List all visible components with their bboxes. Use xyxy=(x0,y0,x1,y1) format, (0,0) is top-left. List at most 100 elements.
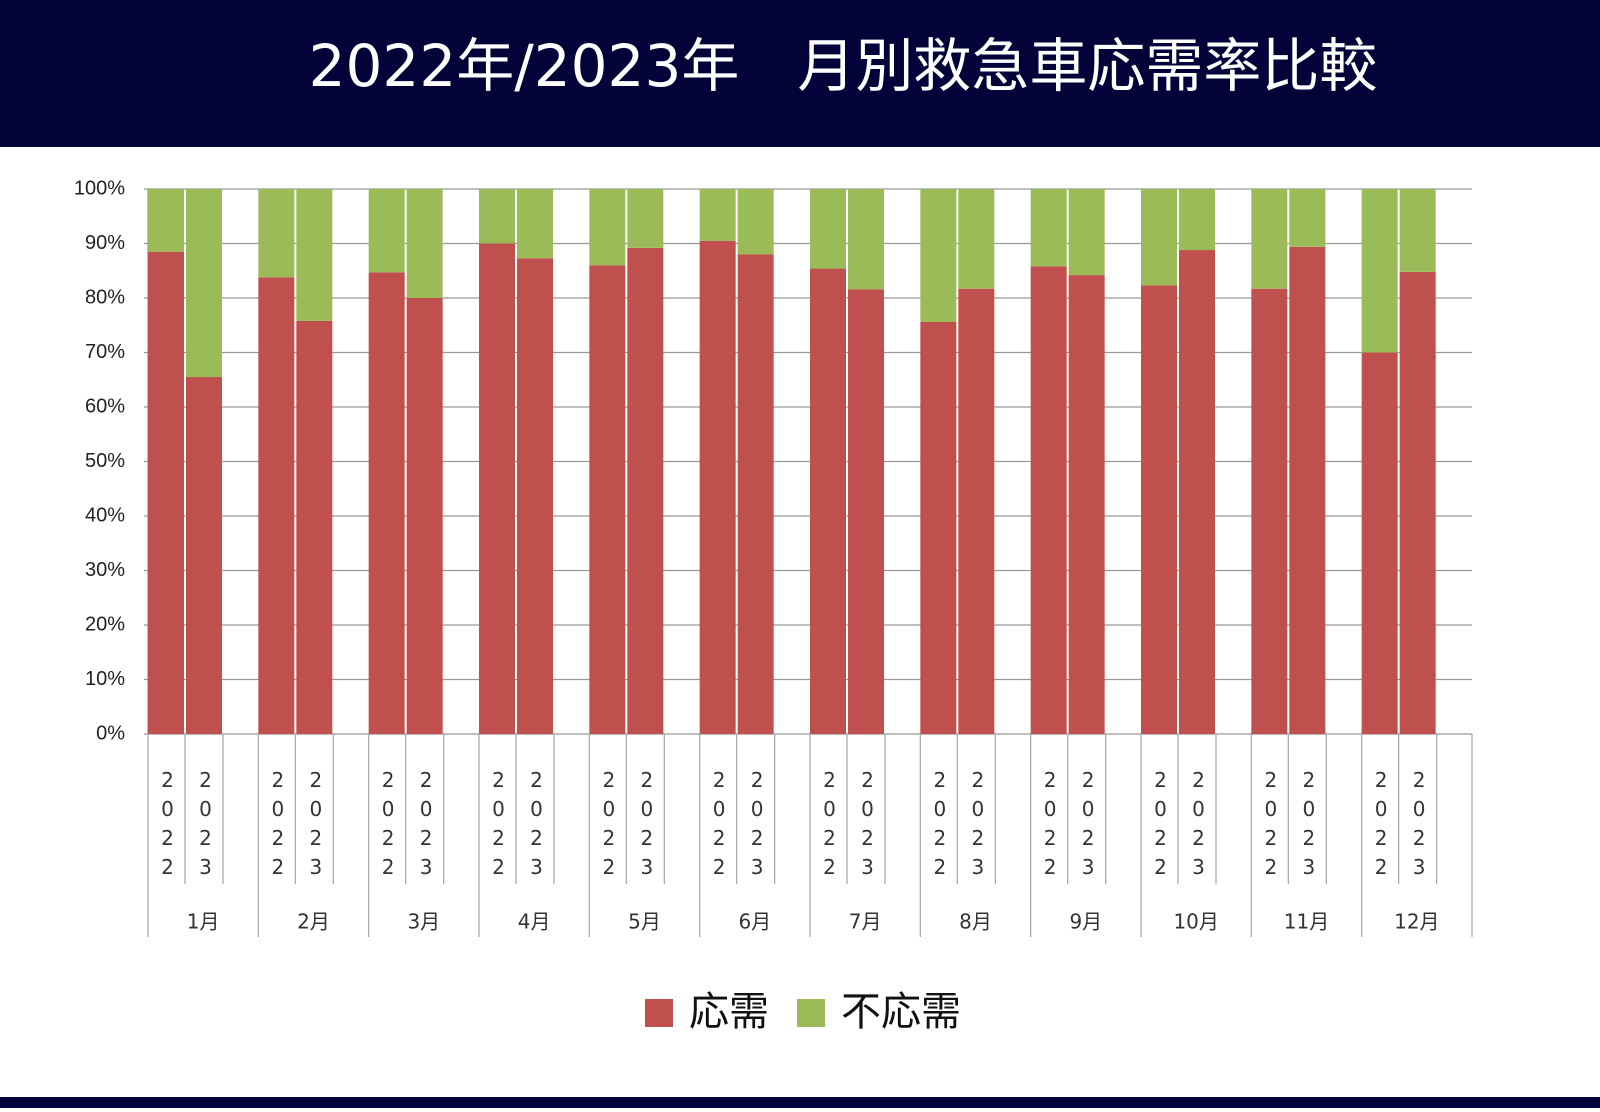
bar-segment xyxy=(810,268,846,734)
legend-swatch xyxy=(645,999,673,1027)
bar-segment xyxy=(920,321,957,734)
group-label: 11月 xyxy=(1284,910,1329,934)
group-label: 7月 xyxy=(849,910,882,934)
bar-segment xyxy=(406,189,443,298)
bar-segment xyxy=(920,189,957,322)
x-tick-label: 2022 xyxy=(818,768,842,884)
bar-segment xyxy=(699,240,736,734)
bar-segment xyxy=(258,189,295,278)
bar-segment xyxy=(258,277,295,734)
legend-label: 応需 xyxy=(689,989,769,1035)
y-tick-label: 10% xyxy=(85,668,125,690)
bar-segment xyxy=(517,258,553,734)
x-tick-label: 2022 xyxy=(156,768,180,884)
bar-segment xyxy=(368,189,405,273)
group-label: 12月 xyxy=(1394,910,1439,934)
bar-segment xyxy=(1251,288,1288,734)
x-tick-label: 2023 xyxy=(635,768,659,884)
x-tick-label: 2023 xyxy=(1407,768,1431,884)
y-tick-label: 60% xyxy=(85,395,125,417)
x-tick-label: 2023 xyxy=(1187,768,1211,884)
bar-segment xyxy=(848,189,884,290)
group-label: 10月 xyxy=(1173,910,1218,934)
bar-segment xyxy=(1361,352,1398,734)
bar-segment xyxy=(296,189,333,321)
legend-swatch xyxy=(797,999,825,1027)
bar-segment xyxy=(368,272,405,734)
x-tick-label: 2023 xyxy=(304,768,328,884)
group-label: 4月 xyxy=(518,910,551,934)
bar-segment xyxy=(406,298,443,734)
bar-segment xyxy=(1068,275,1105,734)
x-tick-label: 2023 xyxy=(1076,768,1100,884)
bar-segment xyxy=(810,189,846,269)
bar-segment xyxy=(148,251,184,735)
bar-segment xyxy=(296,320,333,734)
bar-segment xyxy=(589,189,626,266)
title-band xyxy=(0,0,1600,147)
legend-label: 不応需 xyxy=(841,989,961,1035)
group-label: 9月 xyxy=(1069,910,1102,934)
group-label: 5月 xyxy=(628,910,661,934)
x-tick-label: 2023 xyxy=(414,768,438,884)
bar-segment xyxy=(517,189,553,259)
y-tick-label: 50% xyxy=(85,450,125,472)
bar-segment xyxy=(1141,285,1177,734)
y-tick-label: 30% xyxy=(85,559,125,581)
group-label: 6月 xyxy=(738,910,771,934)
group-label: 2月 xyxy=(297,910,330,934)
bar-segment xyxy=(1179,250,1215,735)
x-tick-label: 2022 xyxy=(266,768,290,884)
y-tick-label: 0% xyxy=(96,722,125,744)
bar-segment xyxy=(1030,189,1067,267)
bar-segment xyxy=(958,189,995,289)
group-label: 8月 xyxy=(959,910,992,934)
x-tick-label: 2022 xyxy=(1369,768,1393,884)
x-tick-label: 2022 xyxy=(487,768,511,884)
chart-title: 2022年/2023年 月別救急車応需率比較 xyxy=(309,32,1378,100)
x-tick-label: 2022 xyxy=(1038,768,1062,884)
x-tick-label: 2022 xyxy=(1149,768,1173,884)
bar-segment xyxy=(627,247,664,735)
bar-segment xyxy=(1399,189,1436,272)
bar-segment xyxy=(699,189,736,241)
bar-segment xyxy=(737,254,774,734)
bar-segment xyxy=(479,243,515,734)
x-tick-label: 2022 xyxy=(1259,768,1283,884)
x-tick-label: 2022 xyxy=(707,768,731,884)
x-tick-label: 2022 xyxy=(597,768,621,884)
bar-segment xyxy=(1068,189,1105,276)
x-tick-label: 2022 xyxy=(376,768,400,884)
x-tick-label: 2023 xyxy=(525,768,549,884)
bar-segment xyxy=(627,189,664,248)
y-tick-label: 100% xyxy=(74,177,125,199)
bar-segment xyxy=(148,189,184,252)
bar-segment xyxy=(1030,266,1067,734)
group-label: 3月 xyxy=(407,910,440,934)
bar-segment xyxy=(479,189,515,244)
bar-segment xyxy=(1141,189,1177,286)
y-tick-label: 80% xyxy=(85,286,125,308)
y-tick-label: 90% xyxy=(85,232,125,254)
x-tick-label: 2023 xyxy=(1297,768,1321,884)
bar-segment xyxy=(1251,189,1288,289)
bottom-band xyxy=(0,1097,1600,1108)
bar-segment xyxy=(589,265,626,734)
bar-segment xyxy=(1289,246,1326,734)
bar-segment xyxy=(186,377,222,734)
x-tick-label: 2023 xyxy=(856,768,880,884)
x-tick-label: 2022 xyxy=(928,768,952,884)
bar-segment xyxy=(958,288,995,734)
bar-segment xyxy=(1361,189,1398,353)
x-tick-label: 2023 xyxy=(966,768,990,884)
bar-segment xyxy=(1289,189,1326,247)
group-label: 1月 xyxy=(187,910,220,934)
x-tick-label: 2023 xyxy=(194,768,218,884)
bar-segment xyxy=(186,189,222,378)
y-tick-label: 40% xyxy=(85,504,125,526)
y-tick-label: 20% xyxy=(85,613,125,635)
bar-segment xyxy=(848,289,884,734)
bar-segment xyxy=(1399,271,1436,734)
